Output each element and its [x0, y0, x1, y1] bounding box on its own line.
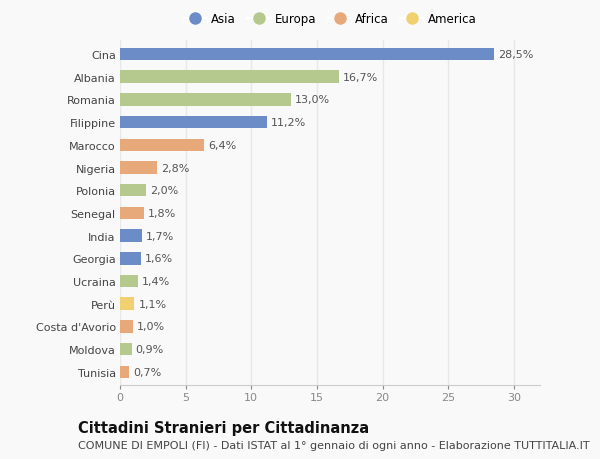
Text: Cittadini Stranieri per Cittadinanza: Cittadini Stranieri per Cittadinanza — [78, 420, 369, 435]
Bar — [120, 207, 143, 220]
Bar — [120, 71, 339, 84]
Text: 2,0%: 2,0% — [150, 186, 178, 196]
Text: 2,8%: 2,8% — [161, 163, 189, 173]
Bar — [120, 275, 139, 288]
Text: 1,7%: 1,7% — [146, 231, 175, 241]
Text: 16,7%: 16,7% — [343, 73, 379, 83]
Text: 1,0%: 1,0% — [137, 322, 165, 332]
Bar — [120, 320, 133, 333]
Text: 1,4%: 1,4% — [142, 276, 170, 286]
Bar — [120, 252, 141, 265]
Text: 1,1%: 1,1% — [139, 299, 167, 309]
Bar — [120, 94, 290, 106]
Bar — [120, 298, 134, 310]
Bar — [120, 366, 129, 378]
Bar — [120, 230, 142, 242]
Text: 0,7%: 0,7% — [133, 367, 161, 377]
Bar — [120, 49, 494, 61]
Text: 6,4%: 6,4% — [208, 140, 236, 151]
Bar — [120, 162, 157, 174]
Text: 0,9%: 0,9% — [136, 344, 164, 354]
Text: 1,8%: 1,8% — [148, 208, 176, 218]
Text: 1,6%: 1,6% — [145, 254, 173, 264]
Text: COMUNE DI EMPOLI (FI) - Dati ISTAT al 1° gennaio di ogni anno - Elaborazione TUT: COMUNE DI EMPOLI (FI) - Dati ISTAT al 1°… — [78, 440, 590, 450]
Text: 13,0%: 13,0% — [295, 95, 329, 105]
Text: 11,2%: 11,2% — [271, 118, 306, 128]
Bar — [120, 139, 204, 152]
Bar — [120, 343, 132, 356]
Bar — [120, 185, 146, 197]
Legend: Asia, Europa, Africa, America: Asia, Europa, Africa, America — [184, 13, 476, 26]
Text: 28,5%: 28,5% — [498, 50, 533, 60]
Bar — [120, 117, 267, 129]
